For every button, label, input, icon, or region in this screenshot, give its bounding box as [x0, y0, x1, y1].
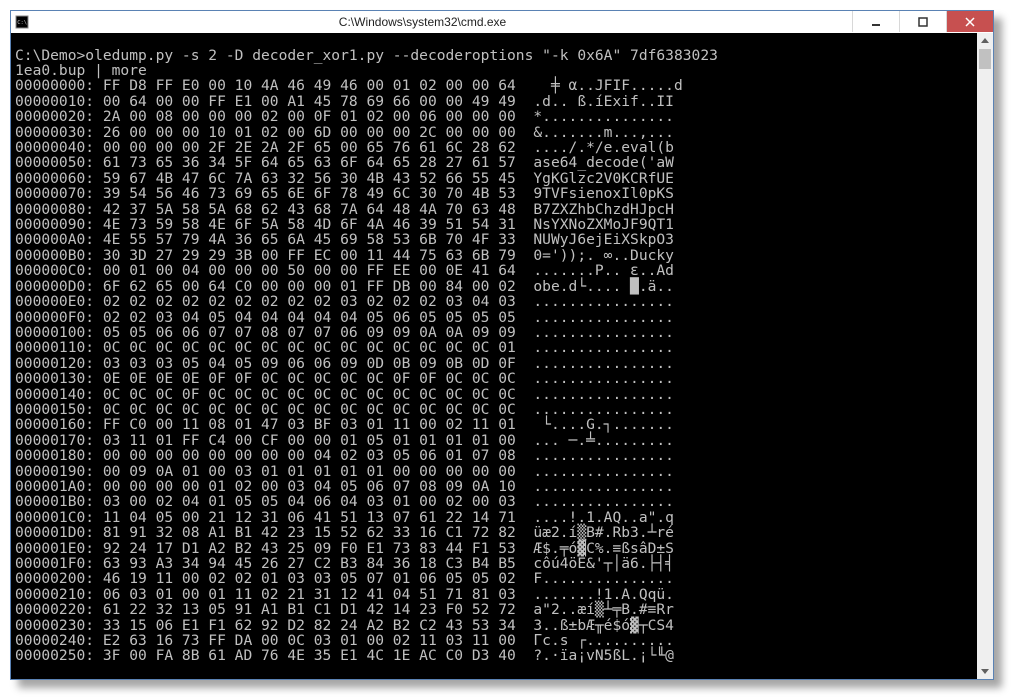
scrollbar-track[interactable]: [977, 49, 993, 663]
window-title: C:\Windows\system32\cmd.exe: [33, 11, 852, 33]
close-button[interactable]: [946, 11, 993, 32]
titlebar[interactable]: C:\ C:\Windows\system32\cmd.exe: [11, 11, 993, 34]
window-controls: [852, 11, 993, 32]
scrollbar-thumb[interactable]: [979, 49, 991, 69]
maximize-button[interactable]: [899, 11, 946, 32]
scroll-up-button[interactable]: [977, 33, 993, 49]
terminal-viewport[interactable]: C:\Demo>oledump.py -s 2 -D decoder_xor1.…: [11, 33, 977, 679]
cmd-window: C:\ C:\Windows\system32\cmd.exe C:\Demo>…: [10, 10, 994, 680]
terminal-output: C:\Demo>oledump.py -s 2 -D decoder_xor1.…: [11, 48, 977, 664]
svg-text:C:\: C:\: [17, 20, 27, 26]
app-icon: C:\: [11, 11, 33, 33]
minimize-button[interactable]: [852, 11, 899, 32]
scroll-down-button[interactable]: [977, 663, 993, 679]
vertical-scrollbar[interactable]: [977, 33, 993, 679]
